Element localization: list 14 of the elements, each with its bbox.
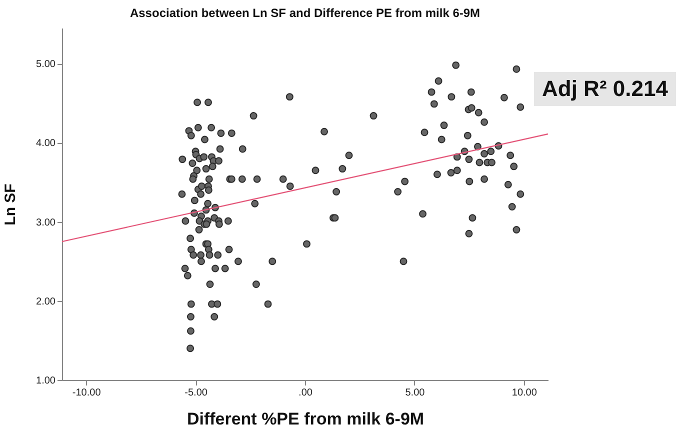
y-tick-label: 2.00 — [36, 296, 56, 308]
x-tick-label: 10.00 — [512, 388, 538, 398]
x-tick-label: .00 — [298, 388, 313, 398]
annotation: Adj R² 0.214 — [534, 72, 676, 106]
chart-title: Association between Ln SF and Difference PE from milk 6-9M — [130, 6, 480, 20]
x-tick-label: 5.00 — [405, 388, 426, 398]
x-tick-label: -10.00 — [72, 388, 102, 398]
y-axis-title: Ln SF — [2, 184, 20, 226]
x-tick-label: -5.00 — [184, 388, 208, 398]
y-tick-label: 1.00 — [36, 376, 56, 386]
y-tick-label: 4.00 — [36, 138, 56, 150]
x-axis-title: Different %PE from milk 6-9M — [186, 410, 424, 428]
y-tick-label: 5.00 — [36, 59, 56, 70]
y-tick-label: 3.00 — [36, 217, 56, 228]
